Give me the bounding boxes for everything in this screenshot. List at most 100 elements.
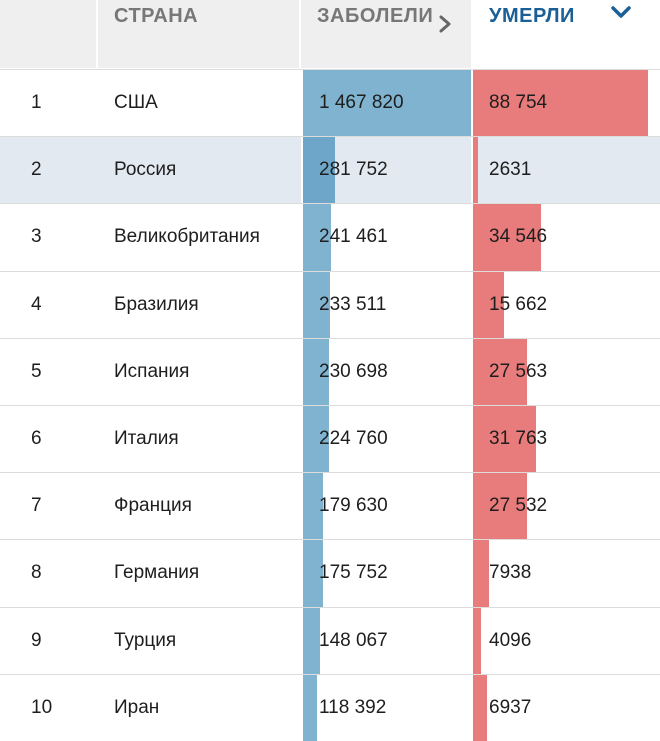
deaths-bar [473, 204, 542, 271]
country-name: США [114, 92, 158, 113]
rank-cell: 1 [0, 70, 98, 136]
header-deaths-sort[interactable]: УМЕРЛИ [473, 0, 660, 68]
rank-value: 4 [31, 293, 42, 315]
rank-value: 3 [31, 226, 42, 248]
deaths-cell: 88 754 [473, 70, 660, 136]
rank-cell: 3 [0, 204, 98, 270]
rank-value: 9 [31, 629, 42, 651]
cases-value: 1 467 820 [319, 92, 404, 113]
cases-value: 230 698 [319, 360, 388, 382]
cases-cell: 241 461 [301, 204, 473, 271]
cases-bar [303, 473, 324, 540]
cases-value: 281 752 [319, 159, 388, 181]
table-row[interactable]: 10 Иран 118 392 6937 [0, 673, 660, 741]
cases-bar [303, 271, 330, 338]
country-cell: Великобритания [98, 204, 301, 270]
deaths-cell: 34 546 [473, 204, 660, 271]
rank-cell: 7 [0, 473, 98, 539]
cases-cell: 179 630 [301, 473, 473, 540]
country-cell: Бразилия [98, 272, 301, 338]
cases-bar [303, 137, 336, 204]
table-row[interactable]: 8 Германия 175 752 7938 [0, 539, 660, 607]
deaths-cell: 31 763 [473, 406, 660, 473]
header-country-label: СТРАНА [114, 5, 199, 27]
cases-value: 224 760 [319, 428, 388, 450]
cases-cell: 233 511 [301, 271, 473, 338]
header-cases-sort[interactable]: ЗАБОЛЕЛИ [301, 0, 473, 68]
rank-cell: 4 [0, 272, 98, 338]
deaths-bar [473, 607, 482, 674]
header-cases-label: ЗАБОЛЕЛИ [317, 5, 434, 27]
deaths-value: 34 546 [489, 226, 548, 248]
rank-value: 8 [31, 562, 42, 584]
country-cell: Италия [98, 406, 301, 472]
rank-cell: 10 [0, 675, 98, 741]
deaths-cell: 2631 [473, 137, 660, 204]
cases-cell: 175 752 [301, 540, 473, 607]
rank-cell: 8 [0, 540, 98, 606]
table-row[interactable]: 5 Испания 230 698 27 563 [0, 337, 660, 405]
country-cell: Иран [98, 675, 301, 741]
deaths-value: 4096 [489, 629, 532, 651]
header-rank [0, 0, 98, 68]
table-row[interactable]: 7 Франция 179 630 27 532 [0, 472, 660, 540]
cases-value: 175 752 [319, 562, 388, 584]
rank-value: 7 [31, 495, 42, 517]
country-name: Германия [114, 562, 200, 584]
cases-bar [303, 406, 329, 473]
cases-cell: 118 392 [301, 674, 473, 741]
table-header: СТРАНА ЗАБОЛЕЛИ УМЕРЛИ [0, 0, 660, 68]
deaths-value: 15 662 [489, 293, 548, 315]
chevron-down-icon[interactable] [610, 4, 632, 20]
table-row[interactable]: 9 Турция 148 067 4096 [0, 606, 660, 674]
table-row[interactable]: 4 Бразилия 233 511 15 662 [0, 270, 660, 338]
table-row[interactable]: 2 Россия 281 752 2631 [0, 136, 660, 204]
cases-cell: 148 067 [301, 607, 473, 674]
country-cell: Германия [98, 540, 301, 606]
cases-value: 179 630 [319, 495, 388, 517]
cases-value: 148 067 [319, 629, 388, 651]
header-country[interactable]: СТРАНА [98, 0, 301, 68]
cases-cell: 1 467 820 [301, 70, 473, 136]
deaths-value: 27 563 [489, 360, 548, 382]
deaths-cell: 15 662 [473, 271, 660, 338]
deaths-value: 6937 [489, 696, 532, 718]
table-row[interactable]: 3 Великобритания 241 461 34 546 [0, 203, 660, 271]
country-name: Россия [114, 159, 177, 181]
rank-cell: 6 [0, 406, 98, 472]
deaths-cell: 27 532 [473, 473, 660, 540]
country-name: Великобритания [114, 226, 260, 248]
rank-value: 5 [31, 360, 42, 382]
cases-cell: 281 752 [301, 137, 473, 204]
country-name: Италия [114, 428, 179, 450]
country-name: Франция [114, 495, 192, 517]
chevron-right-icon[interactable] [437, 14, 453, 34]
deaths-bar [473, 406, 536, 473]
deaths-bar [473, 473, 528, 540]
country-cell: США [98, 70, 301, 136]
country-name: Турция [114, 629, 177, 651]
country-name: Иран [114, 696, 160, 718]
deaths-value: 2631 [489, 159, 532, 181]
deaths-cell: 6937 [473, 674, 660, 741]
cases-bar [303, 540, 324, 607]
table-row[interactable]: 1 США 1 467 820 88 754 [0, 69, 660, 136]
deaths-bar [473, 674, 487, 741]
rank-cell: 5 [0, 339, 98, 405]
cases-value: 233 511 [319, 293, 387, 315]
deaths-bar [473, 70, 648, 136]
cases-bar [303, 70, 471, 136]
deaths-bar [473, 271, 504, 338]
cases-bar [303, 607, 320, 674]
deaths-value: 27 532 [489, 495, 548, 517]
deaths-value: 88 754 [489, 92, 548, 113]
country-cell: Турция [98, 608, 301, 674]
country-cell: Испания [98, 339, 301, 405]
deaths-value: 31 763 [489, 428, 548, 450]
table-row[interactable]: 6 Италия 224 760 31 763 [0, 405, 660, 473]
deaths-cell: 7938 [473, 540, 660, 607]
cases-bar [303, 674, 317, 741]
country-cell: Россия [98, 137, 301, 203]
deaths-value: 7938 [489, 562, 532, 584]
